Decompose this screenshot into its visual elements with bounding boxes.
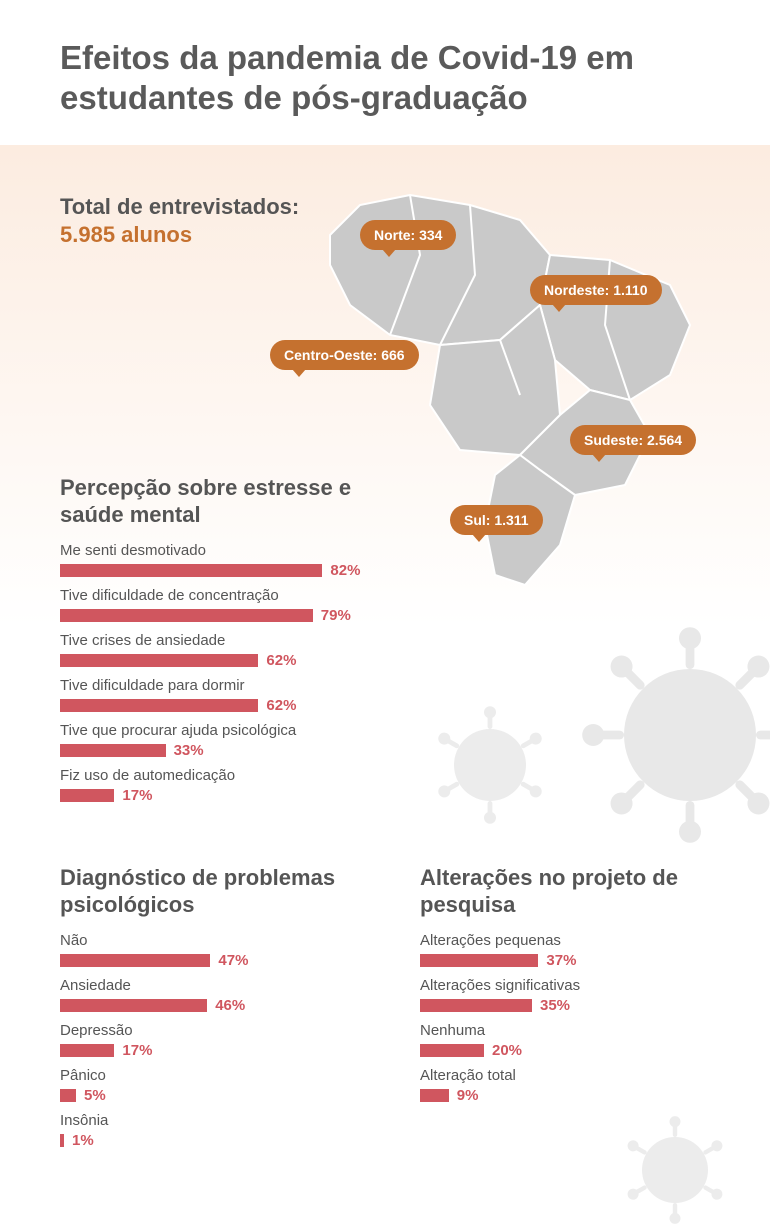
bar-row: Nenhuma 20% (420, 1022, 720, 1059)
bar-line: 1% (60, 1132, 360, 1149)
bar-percentage: 46% (215, 997, 245, 1014)
bar-row: Ansiedade 46% (60, 977, 360, 1014)
bar-line: 33% (60, 742, 400, 759)
bar-label: Pânico (60, 1067, 360, 1084)
bar-fill (420, 1044, 484, 1057)
bar-fill (420, 999, 532, 1012)
bar-row: Tive que procurar ajuda psicológica 33% (60, 722, 400, 759)
bar-percentage: 82% (330, 562, 360, 579)
section-title: Diagnóstico de problemas psicológicos (60, 865, 360, 918)
virus-decoration (580, 625, 770, 845)
bar-percentage: 17% (122, 787, 152, 804)
bar-row: Alteração total 9% (420, 1067, 720, 1104)
bar-percentage: 62% (266, 697, 296, 714)
bar-label: Me senti desmotivado (60, 542, 400, 559)
bar-fill (60, 1134, 64, 1147)
bar-line: 17% (60, 1042, 360, 1059)
infographic-page: Efeitos da pandemia de Covid-19 em estud… (0, 0, 770, 1210)
bar-percentage: 79% (321, 607, 351, 624)
bar-fill (60, 654, 258, 667)
bar-label: Tive que procurar ajuda psicológica (60, 722, 400, 739)
bar-line: 35% (420, 997, 720, 1014)
bar-percentage: 1% (72, 1132, 94, 1149)
bar-fill (60, 744, 166, 757)
bar-fill (60, 954, 210, 967)
bar-line: 62% (60, 697, 400, 714)
bar-percentage: 9% (457, 1087, 479, 1104)
bar-label: Alterações pequenas (420, 932, 720, 949)
section-diagnosis: Diagnóstico de problemas psicológicos Nã… (60, 865, 360, 1157)
section-perception: Percepção sobre estresse e saúde mental … (60, 475, 400, 812)
bar-label: Tive crises de ansiedade (60, 632, 400, 649)
bar-label: Nenhuma (420, 1022, 720, 1039)
bar-row: Me senti desmotivado 82% (60, 542, 400, 579)
bar-percentage: 5% (84, 1087, 106, 1104)
bar-label: Alteração total (420, 1067, 720, 1084)
bar-label: Ansiedade (60, 977, 360, 994)
bar-percentage: 37% (546, 952, 576, 969)
virus-decoration (620, 1115, 730, 1225)
bar-row: Tive dificuldade de concentração 79% (60, 587, 400, 624)
bar-row: Não 47% (60, 932, 360, 969)
bar-row: Alterações pequenas 37% (420, 932, 720, 969)
bar-line: 5% (60, 1087, 360, 1104)
bar-label: Tive dificuldade de concentração (60, 587, 400, 604)
bar-fill (420, 954, 538, 967)
region-tag: Centro-Oeste: 666 (270, 340, 419, 370)
bar-line: 62% (60, 652, 400, 669)
page-title: Efeitos da pandemia de Covid-19 em estud… (0, 0, 770, 145)
content-area: Total de entrevistados: 5.985 alunos (0, 145, 770, 1215)
section-alterations: Alterações no projeto de pesquisa Altera… (420, 865, 720, 1112)
bar-line: 9% (420, 1087, 720, 1104)
bar-fill (60, 609, 313, 622)
section-title: Alterações no projeto de pesquisa (420, 865, 720, 918)
bar-percentage: 47% (218, 952, 248, 969)
bar-fill (420, 1089, 449, 1102)
bar-fill (60, 564, 322, 577)
bar-percentage: 35% (540, 997, 570, 1014)
bar-label: Fiz uso de automedicação (60, 767, 400, 784)
bar-row: Tive dificuldade para dormir 62% (60, 677, 400, 714)
bar-label: Tive dificuldade para dormir (60, 677, 400, 694)
region-tag: Norte: 334 (360, 220, 456, 250)
bar-row: Pânico 5% (60, 1067, 360, 1104)
bar-row: Depressão 17% (60, 1022, 360, 1059)
bar-line: 17% (60, 787, 400, 804)
bar-label: Depressão (60, 1022, 360, 1039)
bar-percentage: 17% (122, 1042, 152, 1059)
section-title: Percepção sobre estresse e saúde mental (60, 475, 400, 528)
bar-fill (60, 999, 207, 1012)
bar-label: Não (60, 932, 360, 949)
total-label: Total de entrevistados: (60, 193, 299, 221)
bar-line: 82% (60, 562, 400, 579)
bar-percentage: 33% (174, 742, 204, 759)
total-value: 5.985 alunos (60, 221, 299, 249)
bar-line: 79% (60, 607, 400, 624)
bar-row: Fiz uso de automedicação 17% (60, 767, 400, 804)
total-respondents: Total de entrevistados: 5.985 alunos (60, 193, 299, 248)
bar-row: Tive crises de ansiedade 62% (60, 632, 400, 669)
bar-row: Alterações significativas 35% (420, 977, 720, 1014)
bar-line: 20% (420, 1042, 720, 1059)
bar-line: 37% (420, 952, 720, 969)
bar-percentage: 62% (266, 652, 296, 669)
bar-row: Insônia 1% (60, 1112, 360, 1149)
bar-label: Alterações significativas (420, 977, 720, 994)
bar-percentage: 20% (492, 1042, 522, 1059)
region-tag: Sudeste: 2.564 (570, 425, 696, 455)
bar-line: 47% (60, 952, 360, 969)
bar-line: 46% (60, 997, 360, 1014)
bar-fill (60, 699, 258, 712)
bar-fill (60, 789, 114, 802)
virus-decoration (430, 705, 550, 825)
region-tag: Sul: 1.311 (450, 505, 543, 535)
bar-label: Insônia (60, 1112, 360, 1129)
bar-fill (60, 1044, 114, 1057)
bar-fill (60, 1089, 76, 1102)
region-tag: Nordeste: 1.110 (530, 275, 662, 305)
